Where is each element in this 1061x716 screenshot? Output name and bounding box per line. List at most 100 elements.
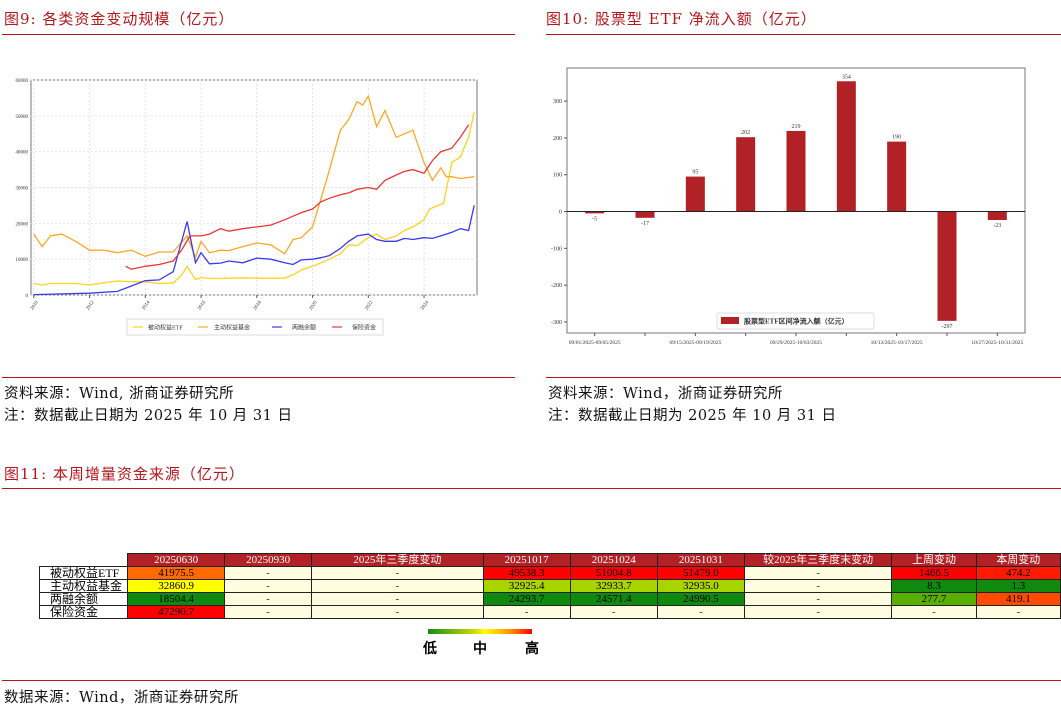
table-cell: - (743, 605, 893, 619)
table-cell: 32933.7 (569, 579, 658, 593)
table-cell: 41975.5 (127, 566, 225, 580)
fig9-title-rule (2, 34, 515, 35)
fig9-source: 资料来源：Wind, 浙商证券研究所 (4, 386, 235, 402)
svg-text:60000: 60000 (16, 79, 29, 84)
svg-text:10/13/2025-10/17/2025: 10/13/2025-10/17/2025 (871, 340, 923, 346)
fig10-source-rule (546, 377, 1061, 378)
svg-text:30000: 30000 (16, 187, 29, 192)
table-row: 两融余额 18504.4- -24293.7 24571.4 24990.5-277.7… (38, 592, 1061, 606)
svg-text:-200: -200 (551, 283, 562, 289)
fig10-note: 注：数据截止日期为 2025 年 10 月 31 日 (548, 408, 837, 424)
table-cell: 277.7 (891, 592, 977, 606)
table-cell: 24571.4 (569, 592, 658, 606)
table-cell: - (223, 592, 313, 606)
svg-text:202: 202 (741, 130, 750, 136)
heat-scale-bar (428, 629, 532, 634)
svg-text:-300: -300 (551, 320, 562, 326)
fig9-source-rule (2, 377, 515, 378)
column-header: 较2025年三季度末变动 (743, 553, 893, 567)
table-cell: 24990.5 (656, 592, 745, 606)
svg-text:-100: -100 (551, 246, 562, 252)
row-label: 主动权益基金 (38, 579, 129, 593)
svg-text:0: 0 (559, 210, 562, 216)
table-cell: 32925.4 (482, 579, 571, 593)
scale-mid-label: 中 (473, 641, 487, 657)
table-cell: 32935.0 (656, 579, 745, 593)
table-cell: 51004.8 (569, 566, 658, 580)
column-header: 上周变动 (891, 553, 977, 567)
row-label: 两融余额 (38, 592, 129, 606)
table-cell: - (311, 566, 484, 580)
table-cell: - (311, 605, 484, 619)
table-cell: - (482, 605, 571, 619)
svg-text:2020: 2020 (309, 300, 319, 311)
fig10-source: 资料来源：Wind，浙商证券研究所 (548, 386, 783, 402)
table-cell: 24293.7 (482, 592, 571, 606)
svg-text:-17: -17 (641, 221, 649, 227)
fig11-title: 图11: 本周增量资金来源（亿元） (4, 465, 245, 483)
svg-text:2022: 2022 (365, 300, 375, 311)
fig9-title: 图9: 各类资金变动规模（亿元） (4, 10, 235, 28)
svg-text:被动权益ETF: 被动权益ETF (148, 324, 183, 332)
table-cell: - (975, 605, 1061, 619)
column-header: 20251031 (656, 553, 745, 567)
table-corner (39, 553, 128, 567)
table-cell: 32860.9 (127, 579, 225, 593)
fig10-title-rule (546, 34, 1061, 35)
table-cell: 1.3 (975, 579, 1061, 593)
svg-text:40000: 40000 (16, 151, 29, 156)
column-header: 20251017 (482, 553, 571, 567)
svg-text:354: 354 (842, 74, 851, 80)
fig11-source: 数据来源：Wind，浙商证券研究所 (4, 690, 239, 706)
svg-text:50000: 50000 (16, 115, 29, 120)
scale-low-label: 低 (423, 641, 437, 657)
svg-text:2024: 2024 (420, 300, 430, 311)
fig11-title-rule (2, 488, 1061, 489)
table-cell: 18504.4 (127, 592, 225, 606)
svg-text:两融余额: 两融余额 (292, 324, 316, 332)
svg-text:100: 100 (553, 173, 562, 179)
table-row: 主动权益基金 32860.9- -32925.4 32933.7 32935.0-8.3… (38, 579, 1061, 593)
svg-text:10/27/2025-10/31/2025: 10/27/2025-10/31/2025 (971, 340, 1023, 346)
svg-text:10000: 10000 (16, 258, 29, 263)
fig10-bar-chart: -300 -200 -100 0 100 200 300 -5 -17 95 202 219 354 19… (551, 67, 1026, 346)
fig11-heatmap-table: 20250630 20250930 2025年三季度变动 20251017 202510… (38, 553, 1061, 619)
row-label: 保险资金 (38, 605, 129, 619)
svg-text:0: 0 (26, 294, 29, 299)
fig10-title: 图10: 股票型 ETF 净流入额（亿元） (546, 10, 817, 28)
column-header: 20250630 (127, 553, 225, 567)
table-cell: 474.2 (975, 566, 1061, 580)
table-cell: - (311, 579, 484, 593)
svg-text:09/15/2025-09/19/2025: 09/15/2025-09/19/2025 (669, 340, 721, 346)
table-cell: 1466.5 (891, 566, 977, 580)
svg-text:-23: -23 (993, 223, 1001, 229)
svg-text:主动权益基金: 主动权益基金 (214, 324, 250, 332)
table-cell: 8.3 (891, 579, 977, 593)
svg-text:2010: 2010 (30, 300, 40, 311)
svg-text:股票型ETF区间净流入额（亿元）: 股票型ETF区间净流入额（亿元） (743, 317, 849, 326)
table-cell: - (311, 592, 484, 606)
svg-text:219: 219 (792, 124, 801, 130)
svg-text:2012: 2012 (86, 300, 96, 311)
svg-text:-297: -297 (941, 324, 952, 330)
fig9-note: 注：数据截止日期为 2025 年 10 月 31 日 (4, 408, 293, 424)
svg-text:09/01/2025-09/05/2025: 09/01/2025-09/05/2025 (569, 340, 621, 346)
row-label: 被动权益ETF (38, 566, 129, 580)
table-cell: - (891, 605, 977, 619)
table-cell: - (743, 566, 893, 580)
svg-text:190: 190 (892, 135, 901, 141)
table-cell: - (223, 605, 313, 619)
table-cell: - (656, 605, 745, 619)
column-header: 20251024 (569, 553, 658, 567)
svg-text:2016: 2016 (197, 300, 207, 311)
column-header: 20250930 (223, 553, 313, 567)
table-cell: - (569, 605, 658, 619)
svg-text:保险资金: 保险资金 (352, 324, 376, 332)
column-header: 本周变动 (975, 553, 1061, 567)
table-cell: 49538.3 (482, 566, 571, 580)
table-row: 保险资金 47290.7- - - - - - - - (38, 605, 1061, 619)
svg-text:200: 200 (553, 136, 562, 142)
table-cell: - (743, 592, 893, 606)
svg-text:-5: -5 (592, 216, 597, 222)
table-cell: 419.1 (975, 592, 1061, 606)
